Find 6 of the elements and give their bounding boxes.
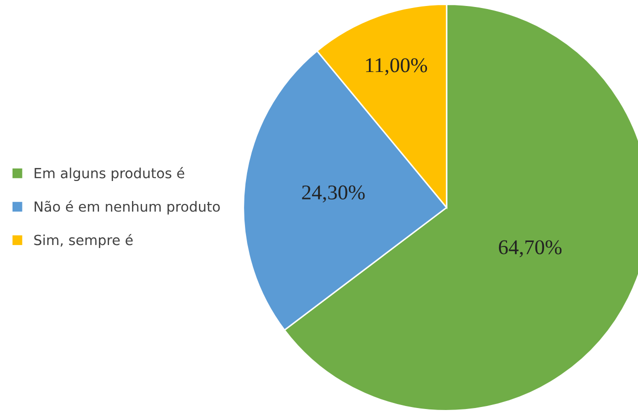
data-label: 11,00% xyxy=(366,58,428,76)
data-label: 24,30% xyxy=(302,185,365,202)
data-label: 64,70% xyxy=(498,240,562,258)
legend-label: Sim, sempre é xyxy=(34,234,133,248)
legend-label: Não é em nenhum produto xyxy=(34,200,220,214)
legend-label: Em alguns produtos é xyxy=(34,167,184,182)
